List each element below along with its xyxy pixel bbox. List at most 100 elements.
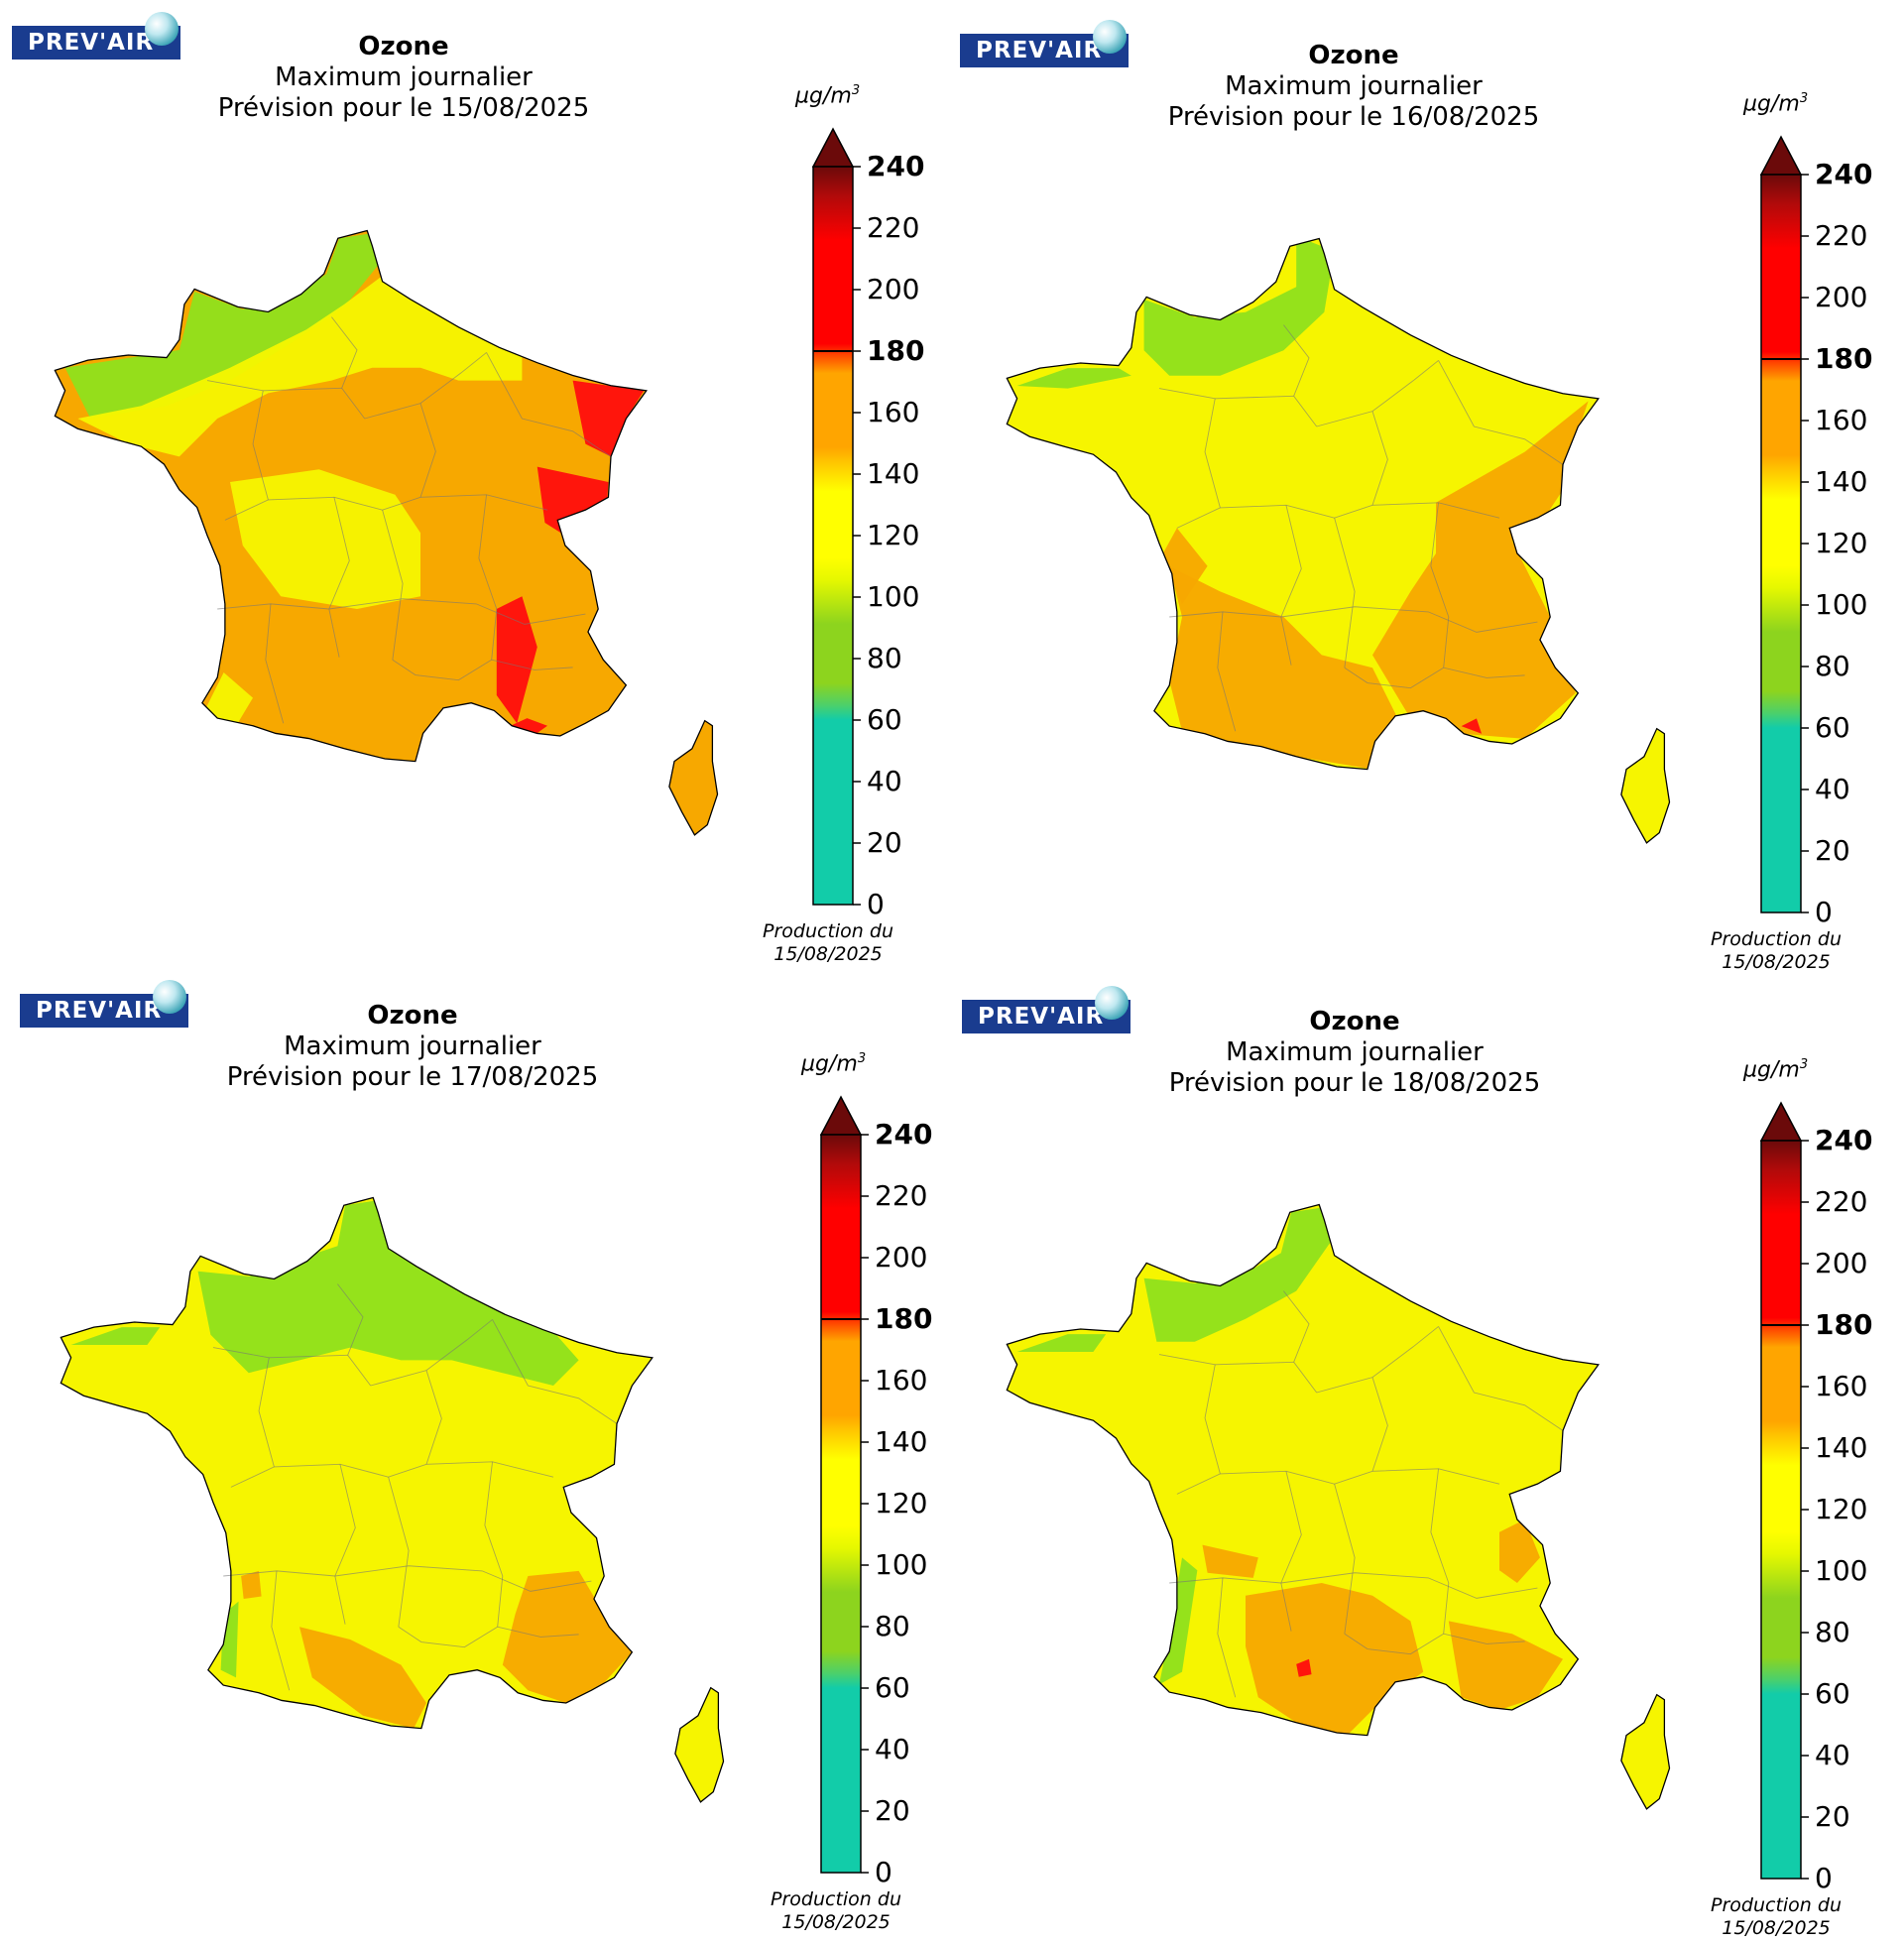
region-border (265, 603, 285, 724)
panel-title: Ozone (358, 32, 449, 61)
coastline (1006, 237, 1600, 771)
colorbar-tick-label: 140 (875, 1425, 928, 1458)
prevair-logo: PREV'AIR (962, 986, 1130, 1033)
panel-subtitle: Maximum journalier (284, 1032, 541, 1061)
ozone-concentration-area (197, 1200, 579, 1386)
colorbar-tick-label: 200 (875, 1241, 928, 1274)
colorbar-tick-label: 100 (1815, 588, 1868, 621)
colorbar-tick-label: 20 (1815, 834, 1850, 867)
region-border (1220, 1468, 1500, 1485)
france-ozone-map (60, 1196, 725, 1803)
colorbar-extend-arrow (819, 1095, 863, 1136)
ozone-concentration-area (496, 596, 537, 724)
colorbar-tick-label: 100 (867, 580, 920, 613)
panel-title-block: Ozone Maximum journalier Prévision pour … (156, 32, 652, 124)
colorbar-extend-arrow (811, 127, 855, 168)
ozone-concentration-area (220, 1601, 239, 1678)
region-border (212, 1347, 348, 1359)
colorbar-tick-label: 220 (867, 211, 920, 244)
region-border (1430, 1468, 1450, 1635)
colorbar-scale (1760, 174, 1802, 913)
colorbar-tick-label: 0 (1815, 1862, 1833, 1894)
panel-title: Ozone (367, 1001, 458, 1031)
colorbar-graphic (819, 1095, 869, 1874)
colorbar-tick-label: 80 (875, 1610, 910, 1642)
production-note: Production du 15/08/2025 (1711, 928, 1842, 973)
region-border (1158, 1354, 1294, 1366)
colorbar-graphic (1759, 1101, 1809, 1880)
france-mainland (1007, 1204, 1599, 1736)
panel-title-block: Ozone Maximum journalier Prévision pour … (1106, 41, 1602, 133)
region-border (1334, 518, 1356, 668)
colorbar-tick-label: 40 (1815, 1739, 1850, 1771)
region-border (1438, 360, 1564, 465)
colorbar-tick-label: 120 (867, 519, 920, 551)
colorbar-tick-label: 240 (1815, 1124, 1873, 1156)
region-border (1316, 360, 1439, 427)
ozone-concentration-area (502, 1570, 633, 1703)
region-border (398, 1626, 579, 1648)
panel-subtitle: Maximum journalier (275, 62, 533, 92)
colorbar-tick-label: 60 (867, 703, 902, 736)
colorbar-tick-label: 160 (1815, 1370, 1868, 1402)
colorbar-graphic (811, 127, 861, 906)
colorbar-tick-label: 140 (867, 457, 920, 490)
ozone-concentration-area (299, 1627, 426, 1729)
region-border (1158, 388, 1294, 400)
region-border (1283, 324, 1318, 427)
ozone-concentration-area (1143, 1207, 1333, 1342)
ozone-concentration-area (1246, 1583, 1424, 1736)
colorbar-tick-label: 20 (867, 826, 902, 859)
forecast-panel-4: PREV'AIR Ozone Maximum journalier Prévis… (952, 972, 1904, 1944)
region-border (224, 390, 269, 521)
region-border (1283, 1290, 1318, 1394)
ozone-concentration-area (1162, 528, 1208, 605)
region-border (1371, 1377, 1388, 1472)
colorbar-tick-label: 120 (875, 1487, 928, 1519)
colorbar-tick-label: 40 (875, 1733, 910, 1765)
colorbar-scale (812, 166, 854, 906)
region-border (492, 1319, 618, 1424)
colorbar-tick-label: 0 (867, 888, 885, 920)
forecast-date: Prévision pour le 16/08/2025 (1167, 102, 1540, 132)
region-border (1176, 398, 1221, 529)
ozone-concentration-area (241, 1570, 262, 1600)
colorbar-tick-label: 20 (875, 1794, 910, 1827)
coastline (54, 229, 648, 763)
region-border (1371, 411, 1388, 506)
colorbar-tick-label: 0 (875, 1856, 892, 1888)
corsica (668, 719, 719, 836)
region-border (1344, 667, 1525, 689)
colorbar-tick-label: 80 (1815, 1616, 1850, 1648)
france-ozone-map (54, 229, 719, 836)
colorbar-extend-arrow (1759, 1101, 1803, 1142)
region-border (1217, 611, 1237, 732)
region-border (1430, 502, 1450, 668)
panel-subtitle: Maximum journalier (1226, 1037, 1484, 1067)
region-border (274, 1461, 554, 1478)
production-note: Production du 15/08/2025 (763, 920, 893, 965)
region-border (334, 1464, 356, 1625)
forecast-panel-2: PREV'AIR Ozone Maximum journalier Prévis… (952, 0, 1904, 973)
region-border (425, 1370, 442, 1465)
colorbar-tick-label: 180 (1815, 1308, 1873, 1341)
unit-label: µg/m3 (795, 83, 861, 109)
colorbar-tick-label: 120 (1815, 1493, 1868, 1525)
ozone-concentration-area (1372, 401, 1589, 739)
region-border (230, 1357, 275, 1488)
region-border (1280, 1471, 1302, 1632)
france-ozone-map (1006, 237, 1671, 844)
region-border (486, 352, 612, 457)
colorbar-tick-label: 60 (875, 1671, 910, 1704)
region-border (1438, 1326, 1564, 1431)
colorbar-tick-label: 140 (1815, 465, 1868, 498)
colorbar-extend-arrow (1759, 135, 1803, 176)
colorbar-tick-label: 160 (1815, 404, 1868, 436)
colorbar-tick-label: 80 (867, 642, 902, 674)
ozone-concentration-area (77, 266, 523, 457)
region-border (1176, 1364, 1221, 1495)
ozone-concentration-area (70, 1327, 161, 1346)
colorbar-tick-label: 60 (1815, 711, 1850, 744)
forecast-date: Prévision pour le 18/08/2025 (1168, 1068, 1541, 1098)
panel-title: Ozone (1309, 1007, 1400, 1036)
